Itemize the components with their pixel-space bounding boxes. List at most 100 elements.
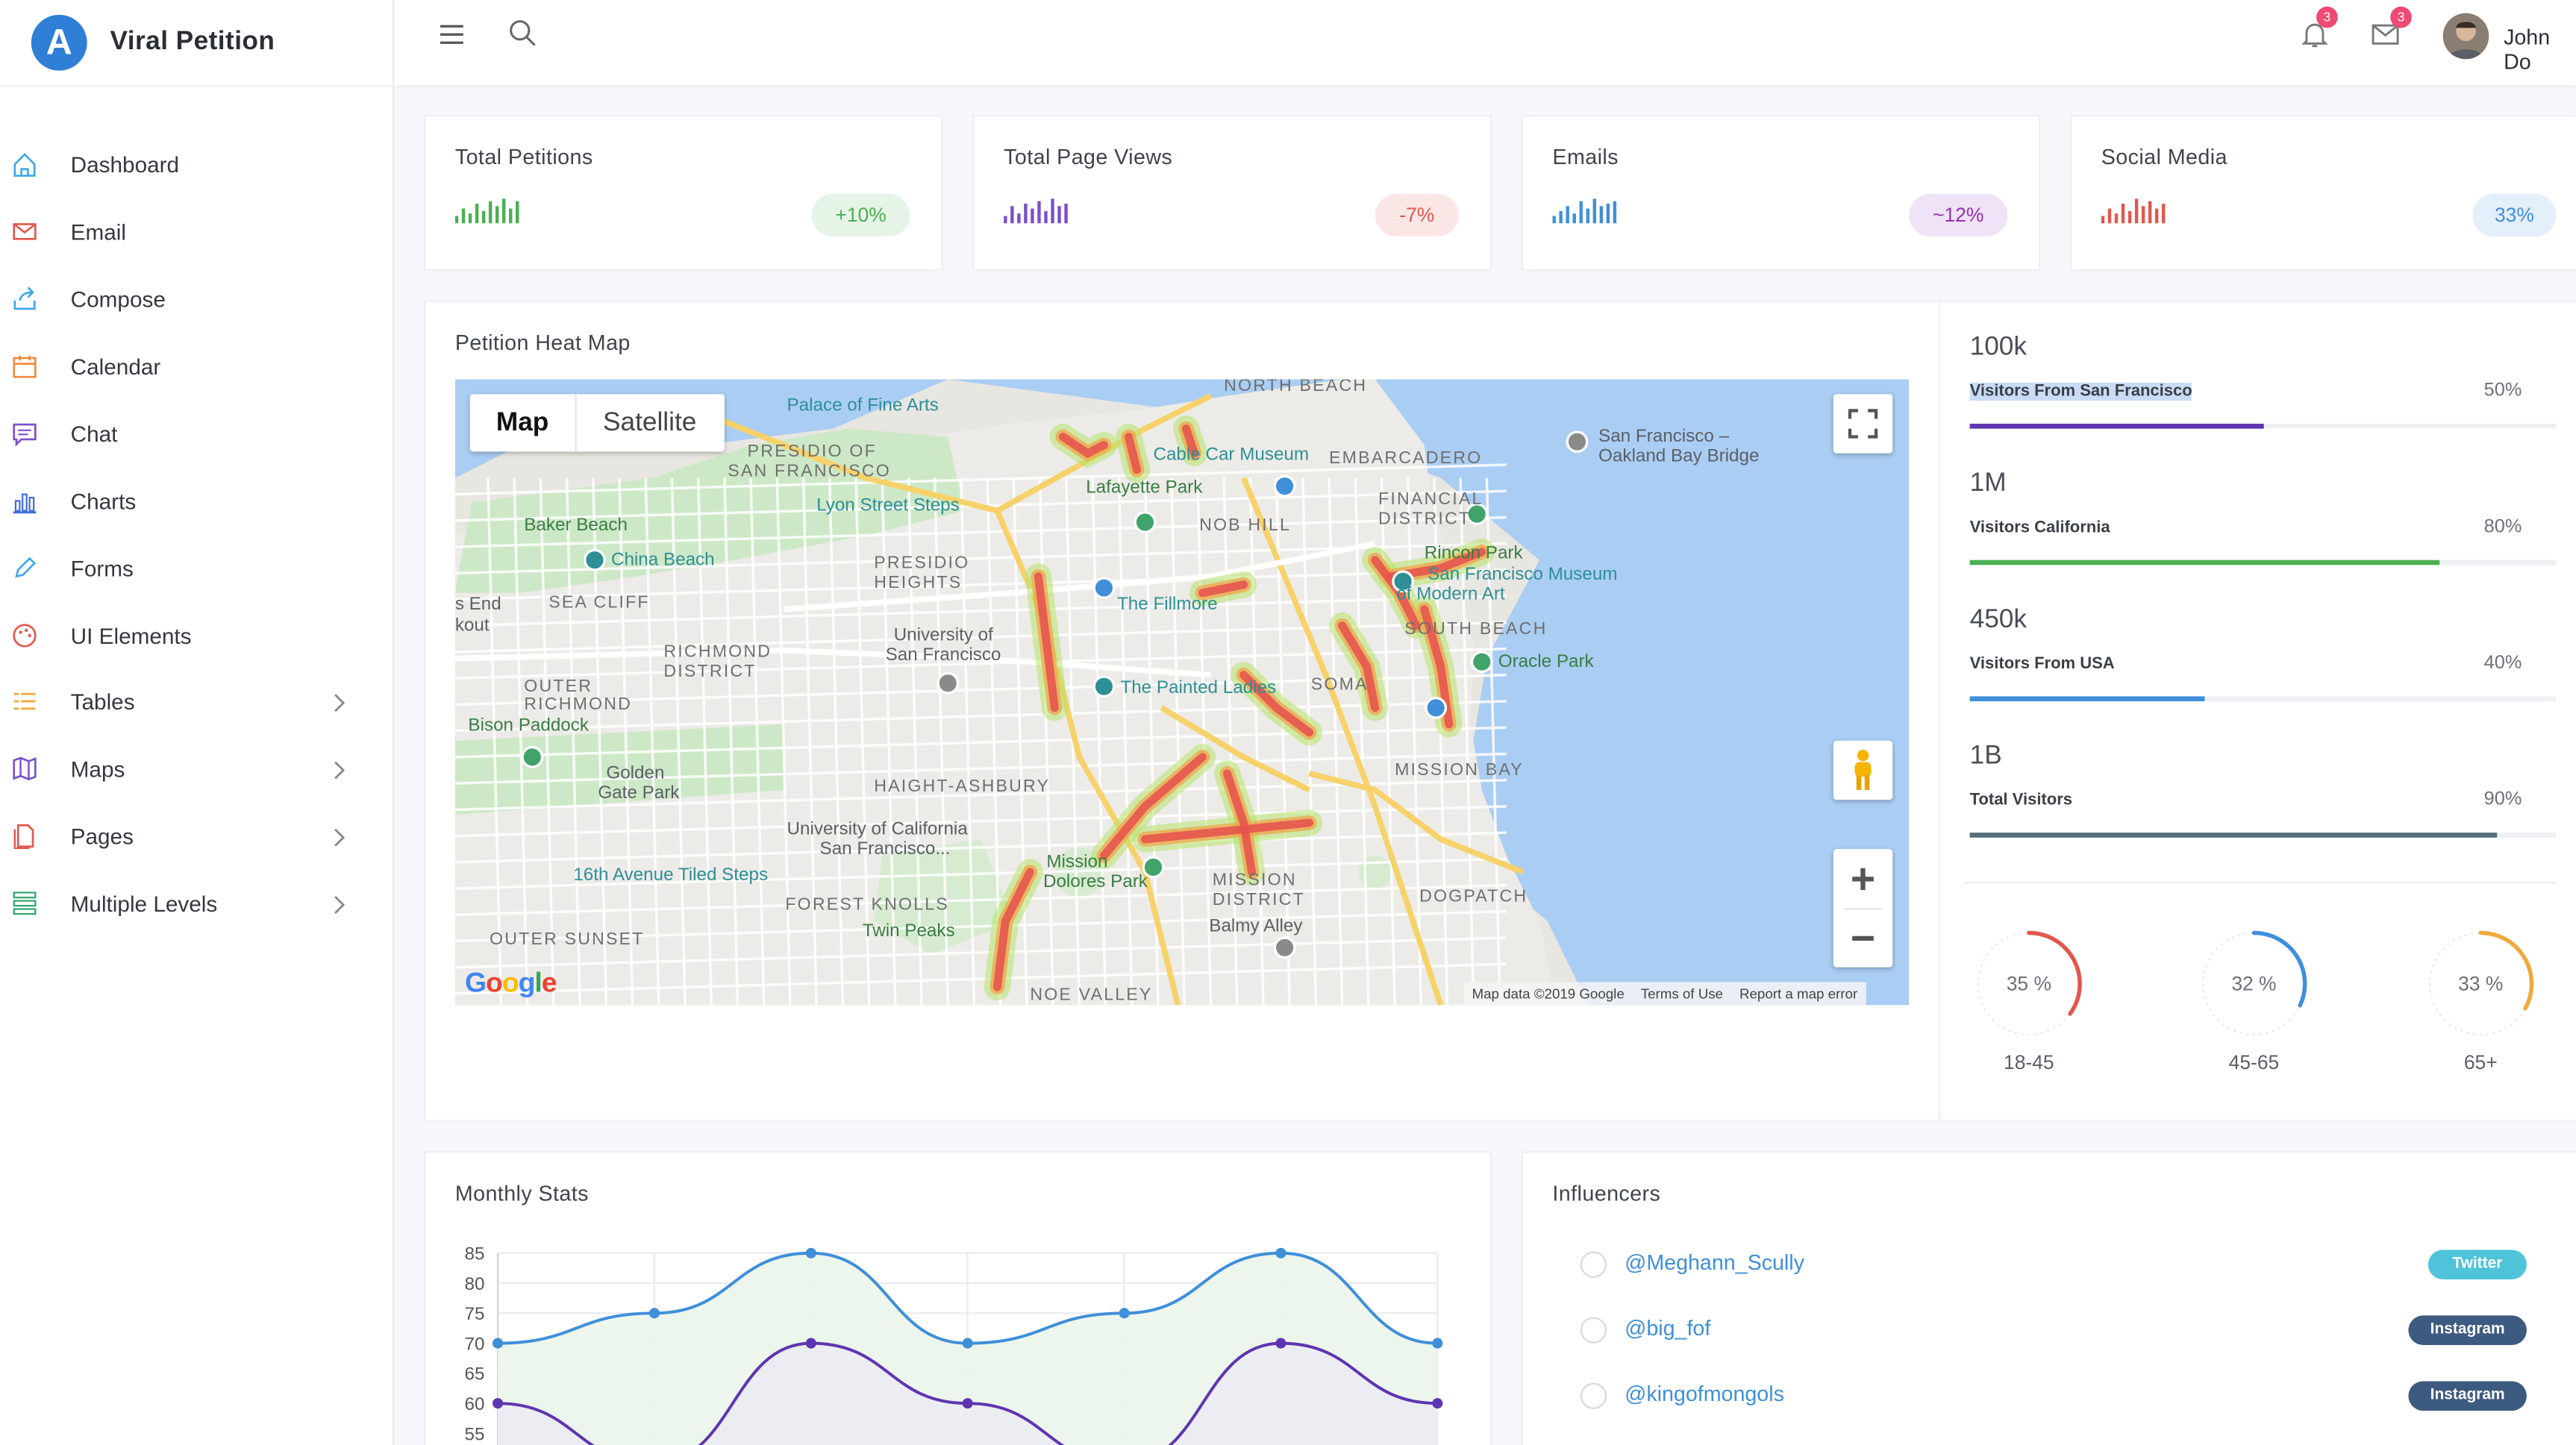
spark-bar xyxy=(468,213,472,224)
map-pin xyxy=(1425,696,1447,719)
terms-link[interactable]: Terms of Use xyxy=(1640,985,1723,1002)
map-label: Baker Beach xyxy=(524,515,628,536)
sparkline xyxy=(1552,198,1617,224)
map-label: OUTER xyxy=(524,677,593,697)
chevron-right-icon xyxy=(332,894,346,924)
sidebar-item-email[interactable]: Email xyxy=(0,204,393,260)
palette-icon xyxy=(11,622,37,648)
network-badge: Instagram xyxy=(2408,1315,2527,1346)
influencer-row[interactable]: @Meghann_Scully Twitter xyxy=(1580,1240,2527,1289)
sidebar-item-multiple-levels[interactable]: Multiple Levels xyxy=(0,875,393,931)
report-error-link[interactable]: Report a map error xyxy=(1739,985,1858,1002)
data-point[interactable] xyxy=(1275,1338,1287,1349)
map-label: NOE VALLEY xyxy=(1030,985,1153,1006)
sidebar-item-charts[interactable]: Charts xyxy=(0,473,393,529)
spark-bar xyxy=(2121,203,2125,224)
zoom-out-button[interactable]: − xyxy=(1850,913,1876,963)
zoom-in-button[interactable]: + xyxy=(1850,853,1876,903)
notifications-button[interactable]: 3 xyxy=(2300,6,2338,52)
menu-icon[interactable] xyxy=(439,23,465,54)
heat-map[interactable]: NORTH BEACH Palace of Fine Arts PRESIDIO O… xyxy=(454,379,1910,1006)
data-point[interactable] xyxy=(1432,1398,1443,1409)
sidebar-item-forms[interactable]: Forms xyxy=(0,540,393,596)
bell-icon xyxy=(2301,23,2328,48)
map-pin xyxy=(1142,856,1165,879)
data-point[interactable] xyxy=(1432,1338,1443,1349)
map-label: OUTER SUNSET xyxy=(490,930,645,950)
map-label: Twin Peaks xyxy=(862,921,955,941)
logo[interactable]: A xyxy=(31,14,87,71)
spark-bar xyxy=(1004,216,1007,224)
sidebar-item-tables[interactable]: Tables xyxy=(0,674,393,730)
sidebar-item-compose[interactable]: Compose xyxy=(0,271,393,327)
data-point[interactable] xyxy=(493,1398,504,1409)
mail-icon xyxy=(11,219,37,245)
stat-label: Visitors From San Francisco xyxy=(1969,382,2192,401)
map-pin xyxy=(1470,651,1493,674)
data-point[interactable] xyxy=(962,1398,973,1409)
map-pins xyxy=(521,430,1589,959)
influencer-radio[interactable] xyxy=(1580,1251,1607,1278)
list-icon xyxy=(11,688,37,714)
avatar[interactable] xyxy=(2442,13,2489,60)
stat-percent: 80% xyxy=(2483,517,2522,537)
y-tick-label: 65 xyxy=(465,1364,485,1385)
map-pin xyxy=(1134,511,1157,533)
monthly-stats-title: Monthly Stats xyxy=(454,1180,589,1206)
spark-bar xyxy=(1037,201,1041,224)
sidebar-item-dashboard[interactable]: Dashboard xyxy=(0,137,393,192)
bar-chart-icon xyxy=(11,488,37,514)
influencer-handle[interactable]: @Meghann_Scully xyxy=(1625,1250,1804,1275)
map-label: China Beach xyxy=(610,550,715,570)
zoom-control: + − xyxy=(1833,849,1893,968)
influencer-radio[interactable] xyxy=(1580,1382,1607,1409)
data-point[interactable] xyxy=(1275,1247,1287,1259)
data-point[interactable] xyxy=(805,1338,816,1349)
pegman-icon xyxy=(1854,749,1872,790)
monthly-stats-chart: 85 80 75 70 65 60 55 xyxy=(465,1244,1443,1445)
sidebar-item-ui-elements[interactable]: UI Elements xyxy=(0,608,393,664)
influencer-radio[interactable] xyxy=(1580,1317,1607,1344)
brand-name[interactable]: Viral Petition xyxy=(110,28,275,56)
fullscreen-button[interactable] xyxy=(1833,394,1893,454)
influencer-handle[interactable]: @kingofmongols xyxy=(1625,1381,1784,1406)
summary-card xyxy=(2069,115,2576,272)
map-label: Mission xyxy=(1046,852,1108,872)
google-logo[interactable]: Google xyxy=(465,967,557,999)
data-point[interactable] xyxy=(648,1308,660,1319)
data-point[interactable] xyxy=(962,1338,973,1349)
donut-arc xyxy=(1975,930,2082,1037)
map-label: San Francisco Museum xyxy=(1428,565,1618,585)
map-label: SAN FRANCISCO xyxy=(728,461,891,482)
donut-chart xyxy=(2201,930,2307,1037)
sparkline xyxy=(2101,198,2166,224)
spark-bar xyxy=(1559,210,1563,224)
influencer-row[interactable]: @big_fof Instagram xyxy=(1580,1305,2527,1355)
map-data-text: Map data ©2019 Google xyxy=(1472,985,1625,1002)
sidebar-item-maps[interactable]: Maps xyxy=(0,741,393,797)
data-point[interactable] xyxy=(493,1338,504,1349)
spark-bar xyxy=(475,203,479,224)
sidebar-item-pages[interactable]: Pages xyxy=(0,808,393,864)
map-label: s End xyxy=(454,594,501,615)
street-view-button[interactable] xyxy=(1833,740,1893,800)
user-name[interactable]: John Do xyxy=(2504,25,2551,75)
data-point[interactable] xyxy=(805,1247,816,1259)
data-point[interactable] xyxy=(1119,1308,1130,1319)
map-type-map-button[interactable]: Map xyxy=(470,394,577,452)
search-icon[interactable] xyxy=(507,18,537,56)
influencer-row[interactable]: @kingofmongols Instagram xyxy=(1580,1371,2527,1420)
sidebar-item-calendar[interactable]: Calendar xyxy=(0,339,393,395)
spark-bar xyxy=(454,216,459,224)
map-type-satellite-button[interactable]: Satellite xyxy=(603,409,697,437)
sidebar-item-chat[interactable]: Chat xyxy=(0,406,393,462)
messages-button[interactable]: 3 xyxy=(2371,6,2412,52)
map-pin xyxy=(1273,474,1296,498)
sidebar: A Viral Petition Dashboard Email Compose Ca… xyxy=(0,0,395,1445)
map-canvas[interactable] xyxy=(454,379,1910,1006)
donut-value: 35 % xyxy=(2006,972,2051,996)
map-label: Dolores Park xyxy=(1042,871,1148,892)
stat-progress-fill xyxy=(1969,423,2263,429)
influencer-handle[interactable]: @big_fof xyxy=(1625,1315,1711,1341)
map-label: RICHMOND xyxy=(524,695,633,715)
